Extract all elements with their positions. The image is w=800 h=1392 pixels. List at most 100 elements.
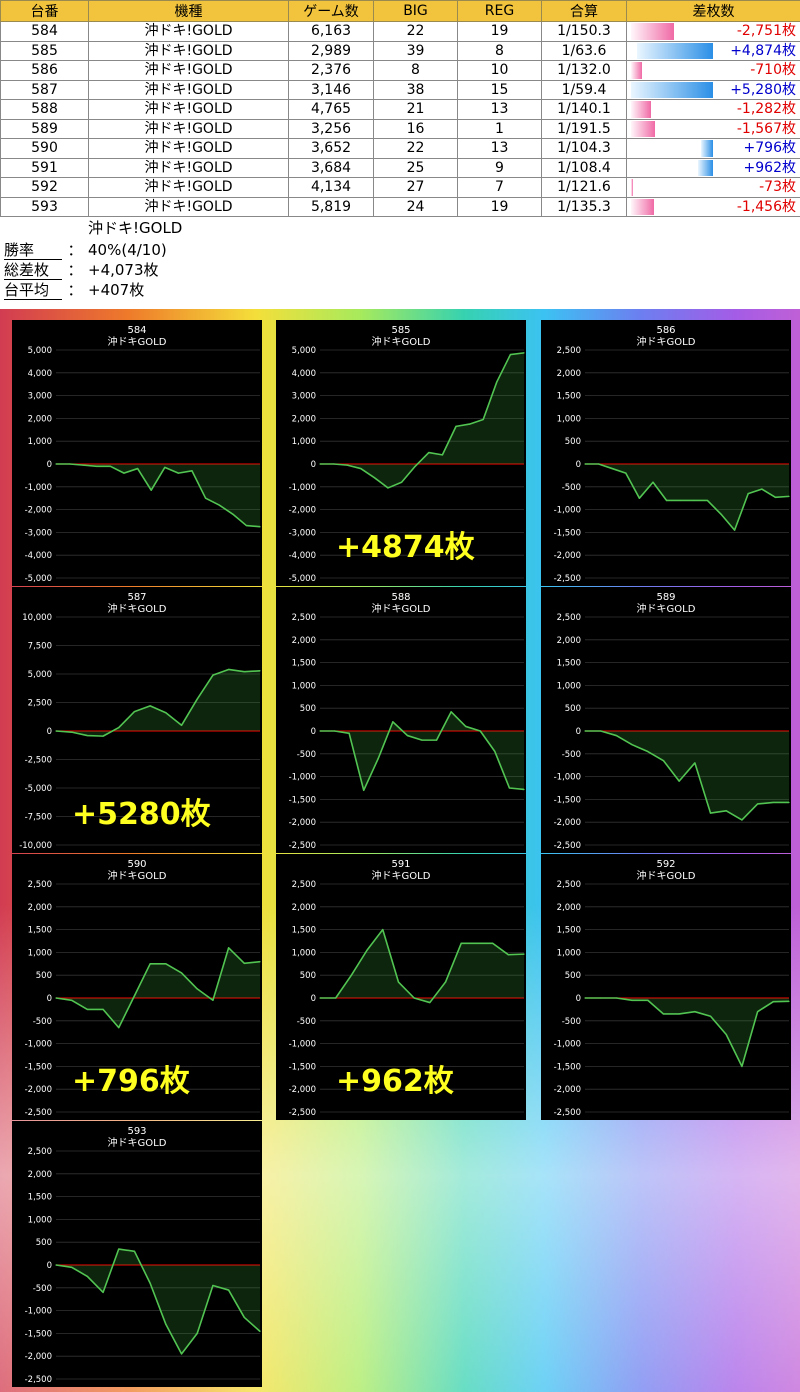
data-point (346, 464, 348, 466)
data-point (523, 788, 525, 791)
data-point (133, 1250, 136, 1252)
data-point (333, 463, 335, 465)
data-point (196, 698, 198, 700)
data-point (149, 1282, 151, 1284)
data-point (96, 465, 98, 467)
y-tick-label: 2,500 (557, 346, 581, 356)
win-rate-value: 40%(4/10) (88, 241, 167, 259)
data-point (191, 470, 193, 472)
data-point (86, 734, 88, 737)
data-point (243, 1316, 245, 1319)
data-point (652, 481, 654, 483)
y-tick-label: 2,500 (292, 880, 316, 890)
y-tick-label: 500 (565, 437, 581, 447)
y-tick-label: 1,500 (557, 659, 581, 669)
data-point (788, 495, 790, 497)
data-point (725, 1033, 727, 1036)
y-tick-label: -2,000 (25, 1352, 52, 1362)
cell-diff: -1,282枚 (626, 99, 800, 120)
y-tick-label: 5,000 (28, 670, 52, 680)
header-big: BIG (373, 0, 458, 22)
data-point (482, 418, 484, 421)
y-tick-label: 0 (47, 1261, 52, 1271)
diff-bar (631, 81, 713, 98)
chart-title: 593 (127, 1126, 146, 1137)
y-tick-label: 1,500 (557, 926, 581, 936)
cell-diff: -1,456枚 (626, 196, 800, 217)
data-point (666, 499, 668, 502)
cell-machine-no: 587 (0, 79, 89, 100)
y-tick-label: -7,500 (25, 813, 52, 823)
y-tick-label: 2,500 (28, 699, 52, 709)
cell-ratio: 1/59.4 (541, 79, 627, 100)
data-point (465, 725, 467, 728)
data-point (245, 524, 247, 527)
series-area (56, 947, 260, 1028)
series-area (56, 669, 260, 737)
y-tick-label: 500 (36, 971, 52, 981)
data-point (392, 721, 394, 723)
data-point (757, 803, 759, 805)
series-area (56, 464, 260, 527)
data-point (507, 954, 509, 956)
y-tick-label: 2,500 (28, 1147, 52, 1157)
y-tick-label: -2,000 (289, 1085, 316, 1095)
average-value: +407枚 (88, 281, 145, 299)
cell-reg: 15 (457, 79, 542, 100)
cell-games: 3,146 (288, 79, 374, 100)
data-point (741, 1065, 743, 1067)
chart-title: 590 (127, 859, 146, 870)
cell-diff: +796枚 (626, 138, 800, 159)
data-point (165, 712, 167, 714)
chart-title: 585 (391, 325, 410, 336)
chart-subtitle: 沖ドキGOLD (372, 869, 431, 882)
data-point (109, 465, 111, 467)
cell-machine-no: 593 (0, 196, 89, 217)
cell-games: 3,684 (288, 157, 374, 178)
data-point (706, 499, 708, 502)
profit-callout: +4874枚 (336, 530, 475, 565)
data-point (709, 1015, 712, 1017)
cell-ratio: 1/121.6 (541, 177, 627, 198)
data-point (444, 981, 447, 983)
diff-value: -2,751枚 (736, 23, 796, 40)
series-area (320, 711, 524, 791)
data-point (218, 504, 220, 506)
cell-big: 38 (373, 79, 458, 100)
cell-ratio: 1/132.0 (541, 60, 627, 81)
y-tick-label: 1,500 (557, 392, 581, 402)
y-tick-label: 2,000 (292, 636, 316, 646)
series-area (320, 352, 524, 488)
average-colon: ： (67, 281, 83, 299)
cell-machine: 沖ドキ!GOLD (88, 138, 289, 159)
data-point (774, 496, 776, 498)
data-point (149, 963, 151, 965)
data-point (133, 995, 136, 997)
data-point (177, 472, 179, 474)
data-point (413, 997, 415, 999)
average-row: 台平均 ： +407枚 (4, 282, 144, 300)
cell-machine-no: 588 (0, 99, 89, 120)
average-label: 台平均 (4, 282, 62, 300)
data-point (366, 949, 368, 951)
data-point (102, 1291, 104, 1293)
data-point (406, 734, 409, 737)
data-point (496, 381, 498, 383)
diff-bar (631, 23, 674, 40)
cell-big: 22 (373, 138, 458, 159)
y-tick-label: 2,000 (28, 903, 52, 913)
chart-title: 592 (656, 859, 675, 870)
table-header-row: 台番 機種 ゲーム数 BIG REG 合算 差枚数 (0, 0, 800, 22)
chart-panel-585: 585 沖ドキGOLD 5,000 4,000 3,000 2,000 1,000 0 -1,0… (276, 320, 526, 586)
cell-big: 39 (373, 40, 458, 61)
data-point (243, 962, 245, 964)
y-tick-label: 0 (47, 727, 52, 737)
y-tick-label: -2,500 (25, 1108, 52, 1118)
y-tick-label: -2,500 (554, 841, 581, 851)
data-point (523, 352, 525, 354)
chart-panel-589: 589 沖ドキGOLD 2,500 2,000 1,500 1,000 500 0 -500 -1… (541, 587, 791, 853)
data-point (662, 760, 665, 762)
